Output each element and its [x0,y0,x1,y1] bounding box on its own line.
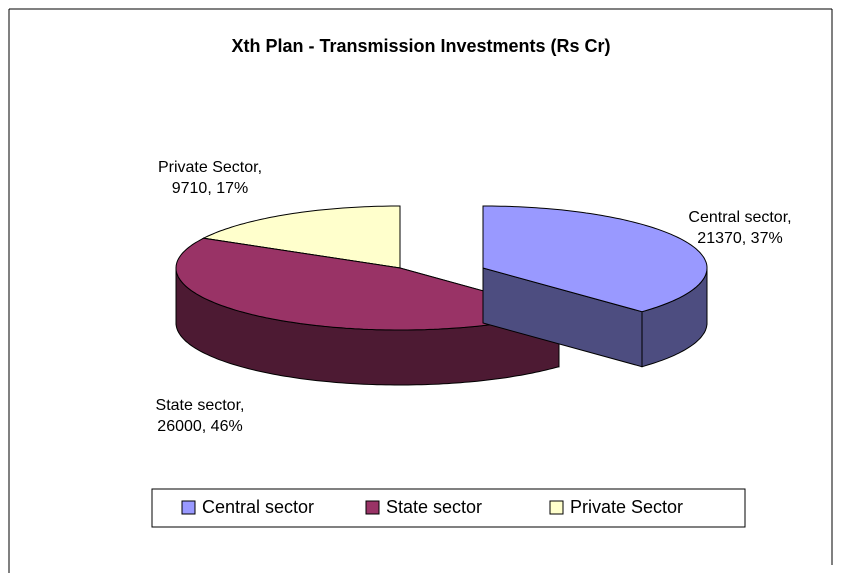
legend-label: State sector [386,497,482,517]
legend [151,488,746,528]
data-label: Central sector, [688,209,791,226]
legend-label: Private Sector [570,497,683,517]
pie-slice [175,237,561,331]
data-label: 26000, 46% [157,418,242,435]
legend-swatch [549,500,564,515]
pie-slice [201,205,401,269]
data-label: Private Sector, [158,159,262,176]
legend-label: Central sector [202,497,314,517]
pie-slice [482,205,708,313]
legend-swatch [365,500,380,515]
data-label: State sector, [156,397,245,414]
chart-title: Xth Plan - Transmission Investments (Rs … [231,36,610,56]
data-label: 9710, 17% [172,180,249,197]
data-label: 21370, 37% [697,230,782,247]
legend-swatch [181,500,196,515]
